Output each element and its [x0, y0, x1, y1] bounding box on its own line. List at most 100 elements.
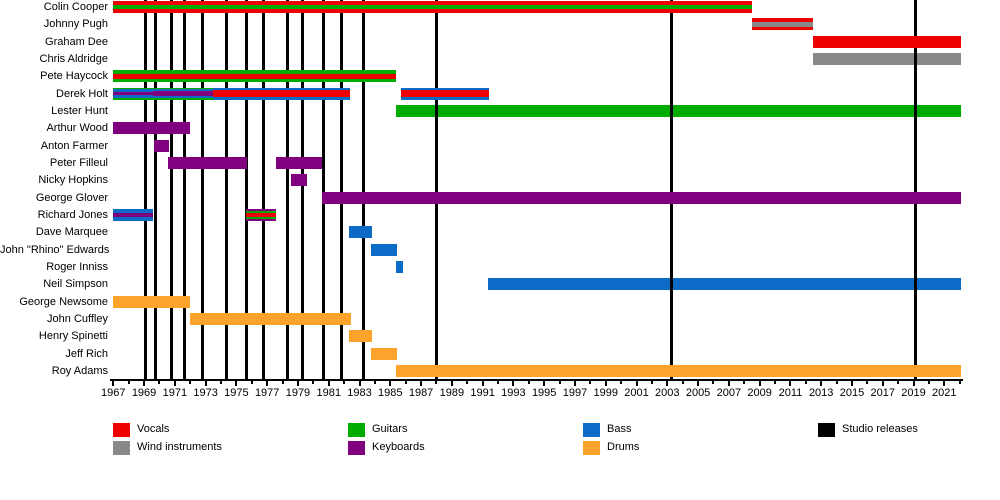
instrument-stripe-red	[113, 73, 397, 79]
member-period-bar	[291, 174, 308, 187]
axis-major-tick	[296, 381, 299, 386]
member-label: Arthur Wood	[46, 122, 108, 135]
legend-label-bass: Bass	[607, 423, 632, 435]
axis-major-tick	[943, 381, 946, 386]
instrument-stripe-purple	[321, 191, 962, 204]
member-period-bar	[751, 18, 814, 31]
instrument-stripe-blue	[152, 96, 214, 99]
instrument-stripe-orange	[190, 312, 352, 325]
member-label: Dave Marquee	[35, 226, 108, 239]
axis-minor-tick	[835, 381, 838, 384]
axis-major-tick	[481, 381, 484, 386]
axis-major-tick	[635, 381, 638, 386]
studio-release-line	[301, 0, 305, 380]
member-period-bar	[813, 35, 962, 48]
legend-label-wind-instruments: Wind instruments	[137, 440, 222, 453]
axis-major-tick	[173, 381, 176, 386]
member-period-bar	[113, 295, 191, 308]
legend-label-keyboards: Keyboards	[372, 440, 425, 453]
axis-minor-tick	[620, 381, 623, 384]
axis-year-label: 1973	[193, 387, 218, 399]
studio-release-line	[170, 0, 174, 380]
studio-release-line	[224, 0, 228, 380]
member-label: Pete Haycock	[40, 70, 108, 83]
member-period-bar	[396, 104, 962, 117]
member-period-bar	[167, 156, 248, 169]
studio-release-line	[913, 0, 917, 380]
legend-swatch-studio-releases	[818, 423, 835, 437]
instrument-stripe-red	[246, 213, 277, 217]
member-period-bar	[348, 226, 372, 239]
axis-major-tick	[420, 381, 423, 386]
member-period-bar	[371, 243, 398, 256]
axis-minor-tick	[343, 381, 346, 384]
axis-year-label: 1991	[470, 387, 495, 399]
axis-major-tick	[850, 381, 853, 386]
axis-major-tick	[512, 381, 515, 386]
axis-major-tick	[727, 381, 730, 386]
axis-major-tick	[758, 381, 761, 386]
instrument-stripe-orange	[113, 295, 191, 308]
axis-year-label: 1993	[501, 387, 526, 399]
axis-major-tick	[789, 381, 792, 386]
legend-label-studio-releases: Studio releases	[842, 423, 918, 435]
instrument-stripe-red	[113, 1, 752, 5]
axis-major-tick	[112, 381, 115, 386]
instrument-stripe-red	[751, 18, 814, 22]
instrument-stripe-blue	[396, 260, 403, 273]
axis-year-label: 2003	[655, 387, 680, 399]
member-period-bar	[246, 208, 277, 221]
axis-minor-tick	[927, 381, 930, 384]
instrument-stripe-blue	[348, 226, 372, 239]
instrument-stripe-blue	[213, 87, 351, 91]
axis-year-label: 2021	[932, 387, 957, 399]
axis-minor-tick	[127, 381, 130, 384]
axis-year-label: 2011	[778, 387, 803, 399]
legend-swatch-wind-instruments	[113, 440, 130, 455]
instrument-stripe-red	[401, 90, 489, 97]
studio-release-line	[154, 0, 158, 380]
member-label: Roger Inniss	[46, 260, 108, 273]
instrument-stripe-green	[396, 104, 962, 117]
axis-year-label: 2007	[716, 387, 742, 399]
axis-year-label: 2013	[808, 387, 834, 399]
legend-swatch-bass	[583, 423, 600, 437]
studio-release-line	[340, 0, 344, 380]
axis-minor-tick	[712, 381, 715, 384]
instrument-stripe-purple	[154, 139, 169, 152]
axis-minor-tick	[743, 381, 746, 384]
member-period-bar	[321, 191, 962, 204]
axis-minor-tick	[774, 381, 777, 384]
instrument-stripe-purple	[113, 122, 191, 135]
axis-major-tick	[573, 381, 576, 386]
axis-year-label: 1997	[562, 387, 588, 399]
member-period-bar	[152, 87, 214, 100]
axis-minor-tick	[158, 381, 161, 384]
studio-release-line	[261, 0, 265, 380]
member-period-bar	[213, 87, 351, 100]
instrument-stripe-orange	[371, 347, 398, 360]
studio-release-line	[321, 0, 325, 380]
member-period-bar	[813, 52, 962, 65]
instrument-stripe-purple	[246, 218, 277, 221]
legend-swatch-keyboards	[348, 440, 365, 455]
instrument-stripe-gray	[813, 52, 962, 65]
axis-minor-tick	[435, 381, 438, 384]
instrument-stripe-green	[113, 4, 752, 10]
studio-release-line	[244, 0, 248, 380]
axis-minor-tick	[497, 381, 500, 384]
instrument-stripe-green	[113, 70, 397, 74]
legend-swatch-guitars	[348, 423, 365, 437]
axis-year-label: 1987	[408, 387, 434, 399]
instrument-stripe-purple	[246, 208, 277, 212]
axis-year-label: 2015	[839, 387, 865, 399]
instrument-stripe-green	[152, 87, 214, 90]
axis-year-label: 1981	[316, 387, 341, 399]
axis-year-label: 2009	[747, 387, 772, 399]
instrument-stripe-purple	[275, 156, 322, 169]
member-period-bar	[401, 87, 489, 100]
studio-release-line	[144, 0, 148, 380]
instrument-stripe-green	[113, 78, 397, 83]
axis-year-label: 2019	[901, 387, 926, 399]
instrument-stripe-red	[113, 9, 752, 13]
